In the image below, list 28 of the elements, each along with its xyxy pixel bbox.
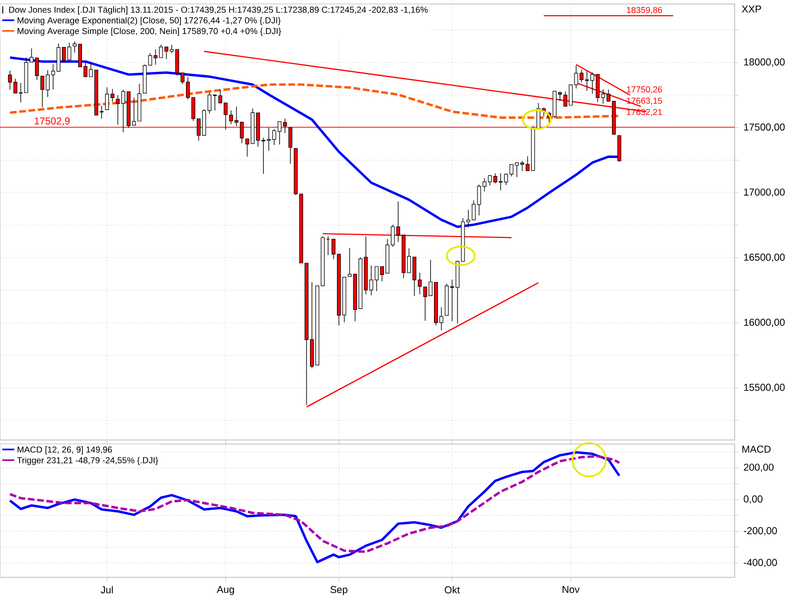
legend-label: MACD [12, 26, 9] 149,96 <box>18 446 112 454</box>
annotation: 17663,15 <box>626 98 662 105</box>
legend-label: Moving Average Exponential(2) [Close, 50] 17276,44 -1,27 0% {.DJI} <box>18 17 281 26</box>
y-axis-title: XXP <box>742 6 762 12</box>
y-tick-label: 18000,00 <box>744 58 785 67</box>
legend-label: Trigger 231,21 -48,79 -24,55% {.DJI} <box>17 456 158 466</box>
x-tick-label: Aug <box>216 586 234 595</box>
y-tick-label: 200,00 <box>744 464 774 472</box>
legend-label: Dow Jones Index [.DJI Täglich] 13.11.2015 - O:17439,25 H:17439,25 L:17238,89 C:17245,24 -202,83 -1,16% <box>9 6 428 14</box>
y-tick-label: 16500,00 <box>744 254 785 262</box>
y-axis-title: MACD <box>742 446 771 453</box>
line-series <box>8 56 620 228</box>
y-tick-label: 16000,00 <box>744 318 785 327</box>
x-tick-label: Okt <box>444 586 460 594</box>
annotation: 18359,86 <box>626 6 662 14</box>
x-tick-label: Sep <box>330 586 348 596</box>
line-series <box>8 83 620 119</box>
legend-label: Moving Average Simple [Close, 200, Nein] 17589,70 +0,4 +0% {.DJI} <box>18 28 282 36</box>
y-tick-label: 17500,00 <box>744 124 785 132</box>
y-tick-label: -200,00 <box>744 527 777 536</box>
annotation: 17750,26 <box>626 86 662 94</box>
x-tick-label: Jul <box>100 586 113 594</box>
ref-line-label: 17502,9 <box>34 117 70 126</box>
x-tick-label: Nov <box>562 586 580 594</box>
y-tick-label: 0,00 <box>744 495 762 504</box>
y-tick-label: 17000,00 <box>744 188 785 197</box>
y-tick-label: -400,00 <box>744 558 777 568</box>
y-tick-label: 15500,00 <box>744 384 785 392</box>
